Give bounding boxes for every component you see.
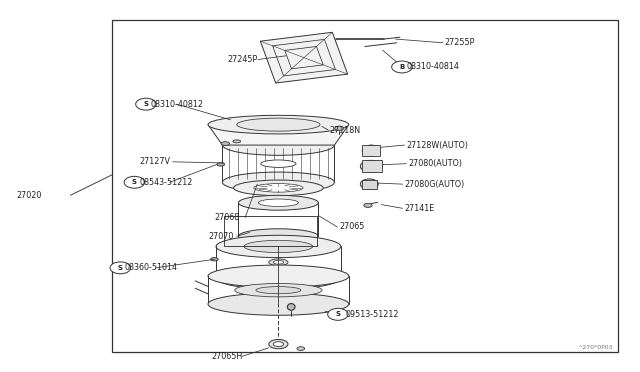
Circle shape: [136, 98, 156, 110]
Ellipse shape: [208, 265, 349, 287]
Circle shape: [392, 61, 412, 73]
Polygon shape: [208, 125, 349, 145]
Text: 27070: 27070: [208, 232, 234, 241]
Text: 27127V: 27127V: [140, 157, 170, 166]
Text: S: S: [335, 311, 340, 317]
Text: 27141E: 27141E: [404, 204, 435, 213]
Bar: [362, 145, 380, 156]
Circle shape: [328, 308, 348, 320]
Text: 08310-40814: 08310-40814: [406, 62, 460, 71]
Text: 08543-51212: 08543-51212: [140, 178, 193, 187]
Ellipse shape: [223, 135, 334, 155]
Ellipse shape: [360, 160, 382, 172]
Ellipse shape: [287, 304, 295, 310]
Text: 27020: 27020: [16, 191, 42, 200]
Ellipse shape: [221, 142, 229, 145]
Text: 08360-51014: 08360-51014: [125, 263, 178, 272]
Text: 27065H: 27065H: [211, 352, 243, 361]
Ellipse shape: [235, 283, 322, 297]
Ellipse shape: [364, 203, 372, 207]
Text: B: B: [399, 64, 404, 70]
Text: 27128W(AUTO): 27128W(AUTO): [406, 141, 468, 150]
Ellipse shape: [256, 286, 301, 294]
Text: 27255P: 27255P: [445, 38, 475, 47]
Circle shape: [124, 176, 145, 188]
Ellipse shape: [208, 115, 349, 134]
Ellipse shape: [238, 229, 319, 244]
Bar: [224, 216, 317, 246]
Text: ^270*0P03: ^270*0P03: [577, 346, 613, 350]
Ellipse shape: [244, 240, 313, 253]
Text: 27065: 27065: [339, 222, 365, 231]
Ellipse shape: [259, 199, 298, 206]
Ellipse shape: [362, 145, 380, 156]
Ellipse shape: [237, 118, 320, 131]
Ellipse shape: [216, 235, 340, 257]
Text: 27080G(AUTO): 27080G(AUTO): [404, 180, 465, 189]
Ellipse shape: [269, 259, 288, 266]
Bar: [112, 20, 618, 352]
Bar: [362, 180, 377, 189]
Text: S: S: [143, 101, 148, 107]
Text: 08310-40812: 08310-40812: [150, 100, 204, 109]
Circle shape: [110, 262, 131, 274]
Ellipse shape: [261, 160, 296, 167]
Polygon shape: [260, 32, 348, 83]
Text: 27080(AUTO): 27080(AUTO): [408, 159, 462, 168]
Ellipse shape: [273, 260, 284, 264]
Ellipse shape: [234, 180, 323, 196]
Ellipse shape: [273, 341, 284, 347]
Ellipse shape: [216, 267, 340, 289]
Ellipse shape: [335, 126, 344, 131]
Ellipse shape: [217, 163, 225, 166]
Text: 27068: 27068: [214, 213, 239, 222]
Ellipse shape: [269, 339, 288, 349]
Ellipse shape: [360, 179, 378, 189]
Text: 27118N: 27118N: [330, 126, 361, 135]
Ellipse shape: [253, 183, 303, 192]
Ellipse shape: [233, 140, 241, 143]
Ellipse shape: [297, 347, 305, 350]
Text: 09513-51212: 09513-51212: [346, 310, 399, 319]
Text: S: S: [132, 179, 137, 185]
Text: S: S: [118, 265, 123, 271]
Ellipse shape: [238, 195, 319, 210]
Ellipse shape: [208, 293, 349, 315]
Ellipse shape: [211, 257, 218, 261]
Ellipse shape: [223, 172, 334, 193]
Bar: [362, 160, 382, 172]
Text: 27245P: 27245P: [227, 55, 257, 64]
